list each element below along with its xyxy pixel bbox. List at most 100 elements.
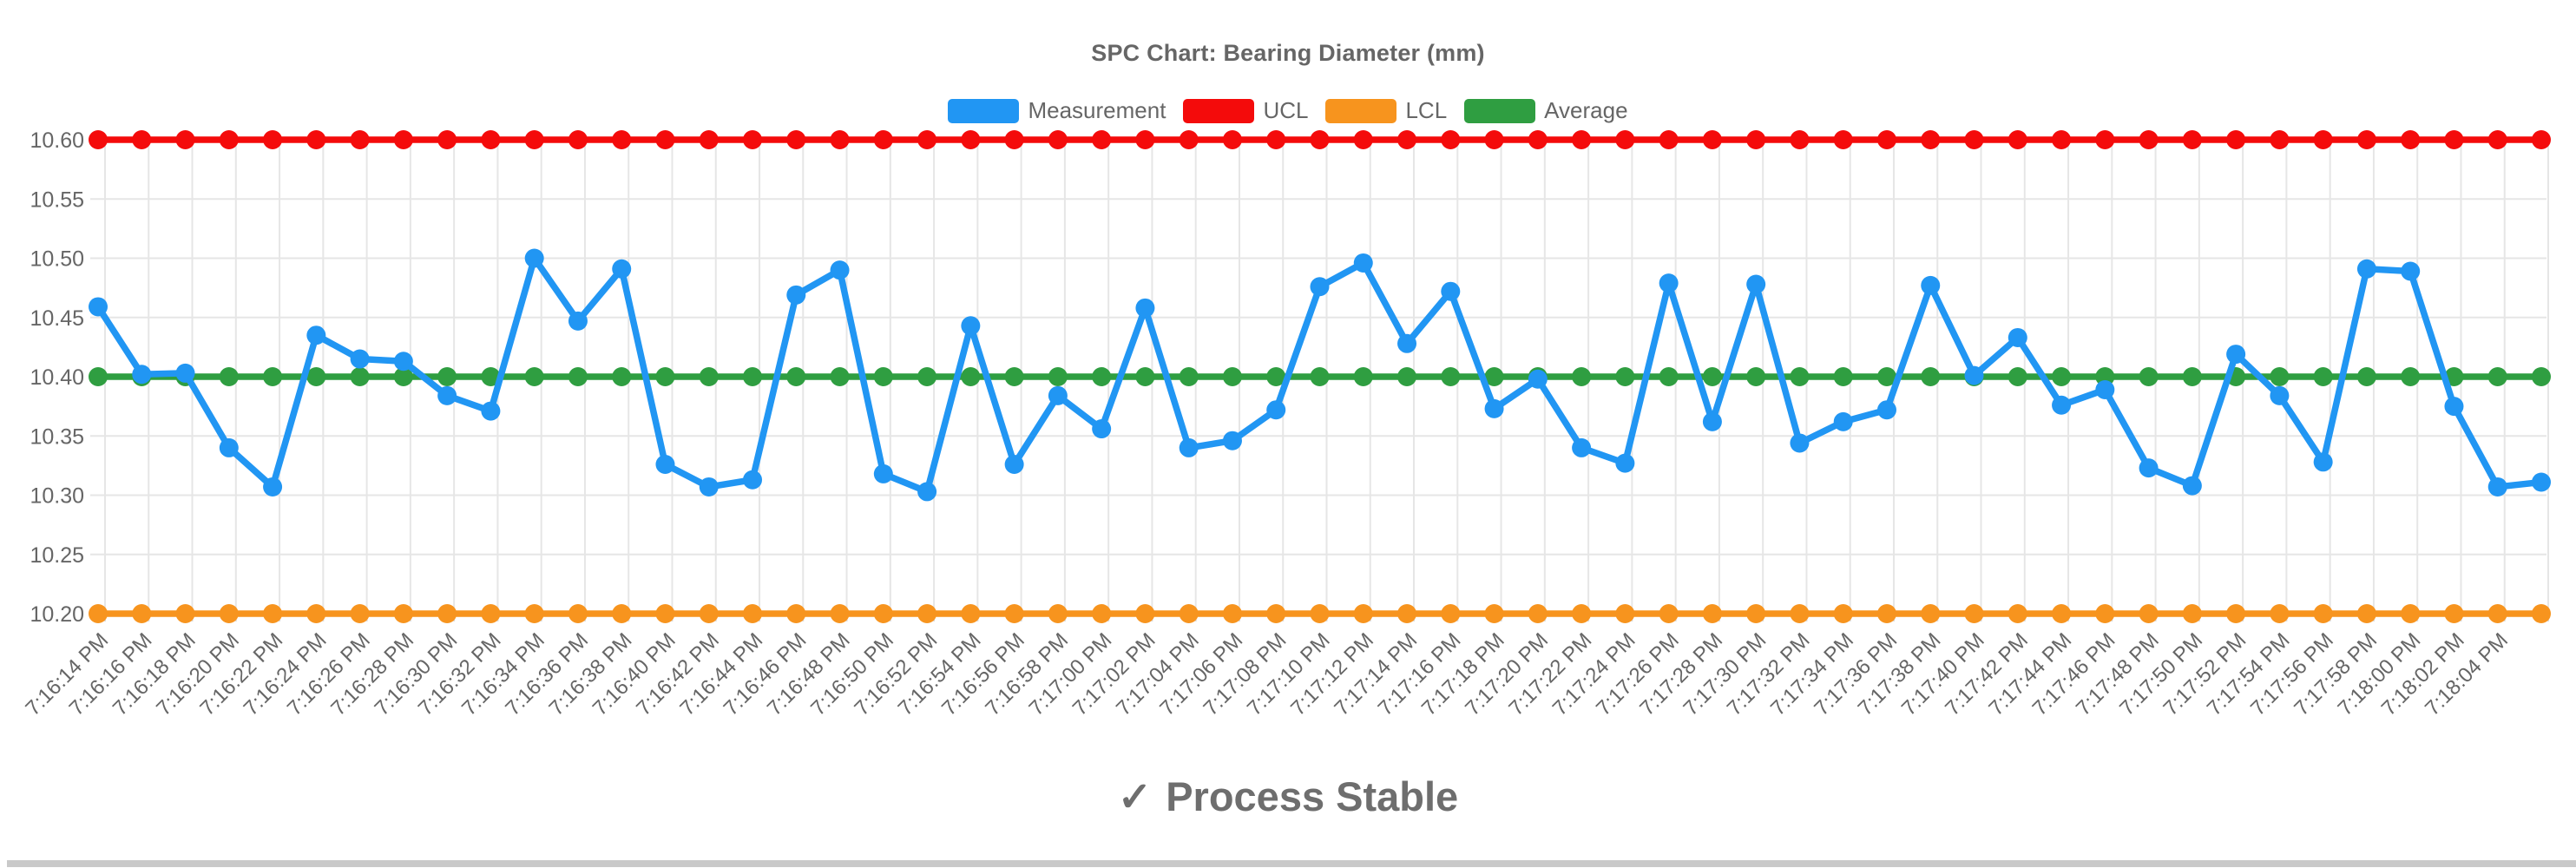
measurement-point[interactable] (175, 363, 195, 383)
ucl-point[interactable] (1528, 130, 1548, 149)
measurement-point[interactable] (1135, 298, 1155, 318)
average-point[interactable] (1659, 367, 1679, 386)
measurement-point[interactable] (2052, 395, 2072, 415)
ucl-point[interactable] (961, 130, 981, 149)
average-point[interactable] (481, 367, 501, 386)
average-point[interactable] (1092, 367, 1112, 386)
lcl-point[interactable] (2270, 604, 2290, 623)
average-point[interactable] (1790, 367, 1810, 386)
ucl-point[interactable] (1790, 130, 1810, 149)
lcl-point[interactable] (2487, 604, 2507, 623)
measurement-point[interactable] (1659, 273, 1679, 293)
ucl-point[interactable] (2401, 130, 2421, 149)
ucl-point[interactable] (1310, 130, 1330, 149)
ucl-point[interactable] (1441, 130, 1461, 149)
average-point[interactable] (743, 367, 763, 386)
ucl-point[interactable] (263, 130, 283, 149)
average-point[interactable] (437, 367, 457, 386)
measurement-point[interactable] (2182, 476, 2202, 496)
legend-item-average[interactable]: Average (1464, 97, 1628, 124)
average-point[interactable] (1572, 367, 1592, 386)
lcl-point[interactable] (1615, 604, 1635, 623)
ucl-point[interactable] (2532, 130, 2551, 149)
measurement-point[interactable] (1310, 277, 1330, 297)
lcl-point[interactable] (524, 604, 544, 623)
ucl-point[interactable] (175, 130, 195, 149)
lcl-point[interactable] (2401, 604, 2421, 623)
lcl-point[interactable] (219, 604, 239, 623)
lcl-point[interactable] (1397, 604, 1417, 623)
lcl-point[interactable] (1179, 604, 1199, 623)
lcl-point[interactable] (655, 604, 675, 623)
measurement-point[interactable] (1484, 398, 1504, 418)
measurement-point[interactable] (1441, 281, 1461, 301)
lcl-point[interactable] (1092, 604, 1112, 623)
lcl-point[interactable] (437, 604, 457, 623)
ucl-point[interactable] (786, 130, 806, 149)
measurement-point[interactable] (612, 259, 632, 279)
ucl-point[interactable] (2182, 130, 2202, 149)
average-point[interactable] (2401, 367, 2421, 386)
lcl-point[interactable] (2226, 604, 2246, 623)
lcl-point[interactable] (306, 604, 326, 623)
ucl-point[interactable] (1572, 130, 1592, 149)
lcl-point[interactable] (1702, 604, 1722, 623)
measurement-point[interactable] (743, 470, 763, 490)
lcl-point[interactable] (2444, 604, 2464, 623)
measurement-point[interactable] (2226, 345, 2246, 365)
average-point[interactable] (393, 367, 413, 386)
measurement-point[interactable] (1266, 400, 1286, 420)
measurement-point[interactable] (524, 248, 544, 268)
ucl-point[interactable] (699, 130, 719, 149)
measurement-point[interactable] (393, 352, 413, 372)
average-point[interactable] (2008, 367, 2027, 386)
average-point[interactable] (263, 367, 283, 386)
lcl-point[interactable] (2008, 604, 2027, 623)
lcl-point[interactable] (2095, 604, 2115, 623)
measurement-point[interactable] (1179, 437, 1199, 457)
ucl-point[interactable] (1092, 130, 1112, 149)
lcl-point[interactable] (263, 604, 283, 623)
ucl-point[interactable] (2270, 130, 2290, 149)
ucl-point[interactable] (1004, 130, 1024, 149)
lcl-point[interactable] (1746, 604, 1766, 623)
ucl-point[interactable] (1833, 130, 1853, 149)
lcl-point[interactable] (1266, 604, 1286, 623)
ucl-point[interactable] (2008, 130, 2027, 149)
ucl-point[interactable] (830, 130, 850, 149)
average-point[interactable] (961, 367, 981, 386)
measurement-point[interactable] (917, 482, 937, 502)
lcl-point[interactable] (786, 604, 806, 623)
lcl-point[interactable] (568, 604, 588, 623)
average-point[interactable] (1135, 367, 1155, 386)
lcl-point[interactable] (393, 604, 413, 623)
average-point[interactable] (1397, 367, 1417, 386)
average-point[interactable] (699, 367, 719, 386)
measurement-point[interactable] (263, 477, 283, 496)
measurement-point[interactable] (2444, 397, 2464, 417)
measurement-point[interactable] (350, 349, 370, 369)
lcl-point[interactable] (1790, 604, 1810, 623)
average-point[interactable] (306, 367, 326, 386)
lcl-point[interactable] (961, 604, 981, 623)
lcl-point[interactable] (2052, 604, 2072, 623)
lcl-point[interactable] (873, 604, 893, 623)
lcl-point[interactable] (1048, 604, 1068, 623)
ucl-point[interactable] (1048, 130, 1068, 149)
ucl-point[interactable] (1659, 130, 1679, 149)
measurement-point[interactable] (2401, 261, 2421, 281)
ucl-point[interactable] (2139, 130, 2159, 149)
average-point[interactable] (655, 367, 675, 386)
ucl-point[interactable] (524, 130, 544, 149)
ucl-point[interactable] (2226, 130, 2246, 149)
lcl-point[interactable] (89, 604, 108, 623)
average-point[interactable] (2313, 367, 2333, 386)
ucl-point[interactable] (2095, 130, 2115, 149)
lcl-point[interactable] (350, 604, 370, 623)
lcl-point[interactable] (132, 604, 152, 623)
measurement-point[interactable] (1004, 455, 1024, 475)
ucl-point[interactable] (1702, 130, 1722, 149)
lcl-point[interactable] (743, 604, 763, 623)
measurement-point[interactable] (132, 365, 152, 385)
